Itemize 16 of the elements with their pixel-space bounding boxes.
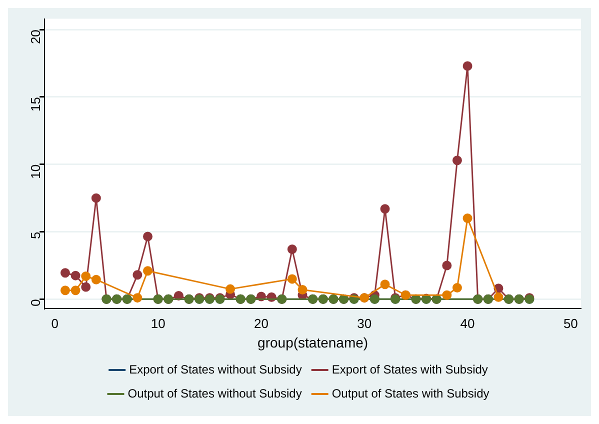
legend-label: Export of States with Subsidy (332, 362, 488, 376)
y-tick-label: 15 (28, 96, 44, 112)
y-tick-label: 5 (28, 232, 44, 240)
x-tick-label: 10 (150, 316, 166, 331)
x-tick-label: 40 (460, 316, 475, 331)
x-tick-label: 50 (563, 316, 578, 331)
x-tick-label: 20 (254, 316, 268, 331)
legend-label: Output of States without Subsidy (128, 386, 302, 400)
legend-label: Export of States without Subsidy (129, 362, 302, 376)
x-axis-title: group(statename) (258, 334, 368, 350)
x-tick-label: 30 (357, 316, 372, 331)
y-tick-label: 10 (28, 164, 44, 179)
legend-label: Output of States with Subsidy (332, 386, 490, 400)
y-tick-label: 20 (28, 30, 44, 44)
x-tick-label: 0 (51, 316, 59, 331)
y-tick-label: 0 (28, 299, 44, 306)
